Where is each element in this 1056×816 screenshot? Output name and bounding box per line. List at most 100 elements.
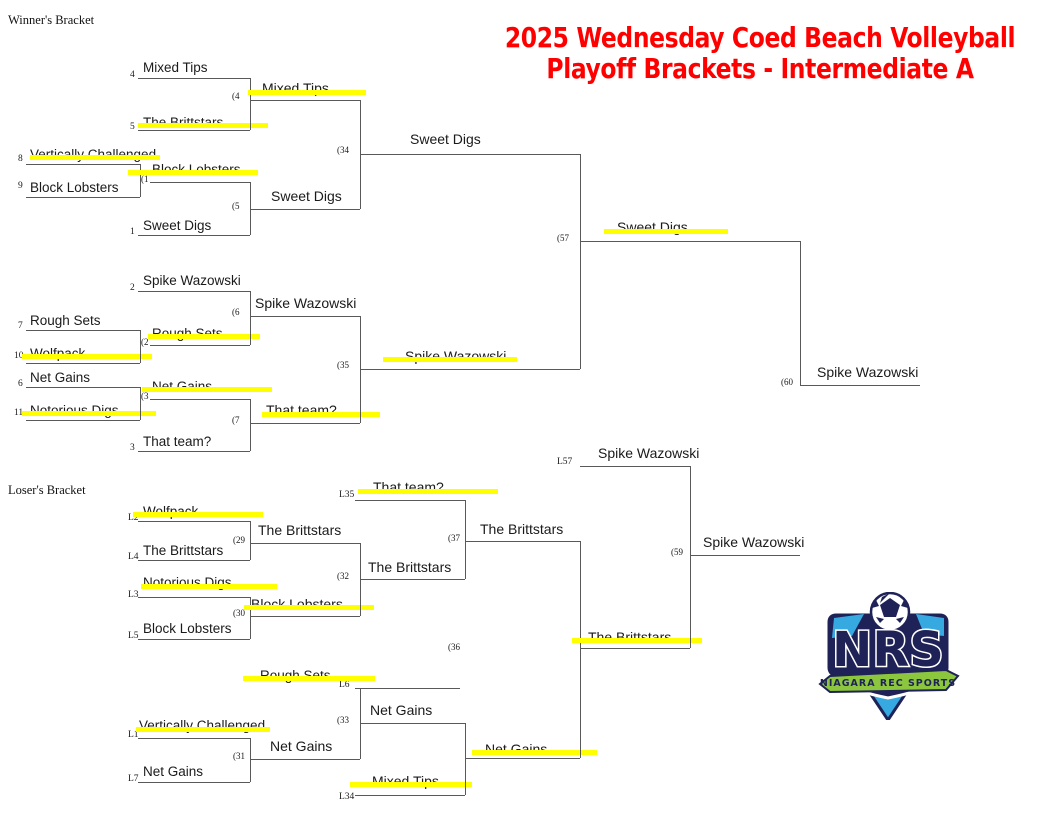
lb-line-r2-1	[250, 616, 360, 617]
lb-line-r1-0	[138, 521, 250, 522]
title-line-2: Playoff Brackets - Intermediate A	[546, 52, 974, 85]
wb-line-r3-1	[250, 209, 360, 210]
wb-line-r3-0	[250, 100, 360, 101]
seed-9: 9	[18, 181, 23, 191]
highlight-lb-r1-0	[133, 512, 263, 517]
lb-line-r3-0	[355, 500, 465, 501]
highlight-wb-r1-0	[30, 155, 160, 160]
wb-line-r2-4	[138, 291, 250, 292]
seed-l4: L4	[128, 552, 139, 562]
highlight-wb-r5-0	[604, 229, 728, 234]
match-no-60: (60	[781, 377, 793, 387]
lb-line-r3-2	[360, 723, 465, 724]
logo-initials: NRS	[832, 622, 944, 678]
highlight-lb-r5-1	[572, 638, 702, 643]
seed-5: 5	[130, 122, 135, 132]
wb-conn-m57	[580, 154, 581, 369]
wb-conn-m60	[800, 241, 801, 385]
seed-7: 7	[18, 321, 23, 331]
match-no-5: (5	[232, 201, 240, 211]
wb-line-r3-2	[250, 316, 360, 317]
lb-line-r4-0	[465, 541, 580, 542]
seed-1: 1	[130, 227, 135, 237]
lb-line-r1-4	[355, 688, 460, 689]
lb-slot-spike-wazowski-l57: Spike Wazowski	[598, 445, 700, 461]
wb-line-r1-0	[26, 164, 140, 165]
seed-l5: L5	[128, 631, 139, 641]
wb-conn-m3	[140, 387, 141, 420]
wb-conn-m4	[250, 78, 251, 130]
match-no-30: (30	[233, 608, 245, 618]
highlight-wb-r2-2	[128, 170, 258, 175]
highlight-wb-r2-5	[148, 334, 260, 339]
highlight-wb-r3-3	[262, 412, 380, 417]
lb-conn-m30	[250, 597, 251, 639]
lb-slot-block-lobsters-l5: Block Lobsters	[143, 621, 232, 636]
wb-line-r4-1	[360, 369, 580, 370]
seed-l1: L1	[128, 730, 139, 740]
highlight-lb-r1-5	[136, 727, 270, 732]
lb-conn-m58	[580, 541, 581, 758]
highlight-lb-r1-2	[141, 584, 277, 589]
wb-slot-spike-wazowski-seed2: Spike Wazowski	[143, 273, 241, 288]
wb-slot-spike-wazowski-m6: Spike Wazowski	[255, 295, 357, 311]
match-no-57: (57	[557, 233, 569, 243]
highlight-wb-r3-0	[248, 90, 366, 95]
match-no-2: (2	[141, 337, 149, 347]
lb-slot-net-gains-m31: Net Gains	[270, 738, 333, 754]
wb-line-r5-0	[580, 241, 800, 242]
seed-l3: L3	[128, 590, 139, 600]
lb-slot-brittstars-l4: The Brittstars	[143, 543, 224, 558]
seed-l6: L6	[339, 680, 350, 690]
seed-l2: L2	[128, 513, 139, 523]
highlight-wb-r1-5	[22, 411, 156, 416]
highlight-lb-r1-4	[243, 676, 375, 681]
wb-line-r4-0	[360, 154, 580, 155]
wb-line-r1-3	[26, 363, 140, 364]
highlight-lb-r3-3	[350, 782, 472, 787]
match-no-7: (7	[232, 415, 240, 425]
nrs-logo: NRS NIAGARA REC SPORTS	[812, 592, 964, 720]
match-no-32: (32	[337, 571, 349, 581]
match-no-35: (35	[337, 360, 349, 370]
lb-line-r1-1	[138, 560, 250, 561]
wb-slot-net-gains-seed6: Net Gains	[30, 370, 91, 385]
highlight-wb-r2-6	[142, 387, 272, 392]
seed-3: 3	[130, 443, 135, 453]
wb-slot-sweet-digs-m5: Sweet Digs	[271, 188, 342, 204]
winners-bracket-label: Winner's Bracket	[8, 13, 95, 27]
lb-line-r5-0	[580, 466, 690, 467]
highlight-lb-r4-1	[472, 750, 597, 755]
lb-slot-net-gains-m33: Net Gains	[370, 702, 433, 718]
match-no-29: (29	[233, 535, 245, 545]
lb-slot-brittstars-m32: The Brittstars	[368, 559, 452, 575]
wb-slot-sweet-digs-seed1: Sweet Digs	[143, 218, 212, 233]
lb-line-r3-3	[355, 795, 465, 796]
losers-bracket-label: Loser's Bracket	[8, 483, 86, 497]
lb-conn-m36	[465, 723, 466, 795]
lb-line-r1-3	[138, 639, 250, 640]
match-no-59: (59	[671, 547, 683, 557]
wb-line-r2-1	[138, 130, 250, 131]
highlight-lb-r3-0	[358, 489, 498, 494]
wb-line-r2-3	[138, 235, 250, 236]
seed-l35: L35	[339, 490, 355, 500]
lb-conn-m31	[250, 738, 251, 782]
wb-slot-mixed-tips-seed4: Mixed Tips	[143, 60, 208, 75]
match-no-36: (36	[448, 642, 460, 652]
wb-line-r1-5	[26, 420, 140, 421]
seed-l7: L7	[128, 774, 139, 784]
seed-10: 10	[14, 351, 24, 361]
lb-slot-brittstars-m37: The Brittstars	[480, 521, 564, 537]
lb-line-r1-5	[138, 738, 250, 739]
wb-line-r2-0	[138, 78, 250, 79]
lb-line-r2-2	[250, 759, 360, 760]
page-title: 2025 Wednesday Coed Beach Volleyball Pla…	[490, 22, 1029, 84]
wb-line-r2-5	[150, 345, 250, 346]
wb-slot-rough-sets-seed7: Rough Sets	[30, 313, 101, 328]
logo-banner-text: NIAGARA REC SPORTS	[820, 678, 956, 689]
seed-8: 8	[18, 154, 23, 164]
lb-conn-m37	[465, 500, 466, 579]
wb-line-r1-1	[26, 197, 140, 198]
